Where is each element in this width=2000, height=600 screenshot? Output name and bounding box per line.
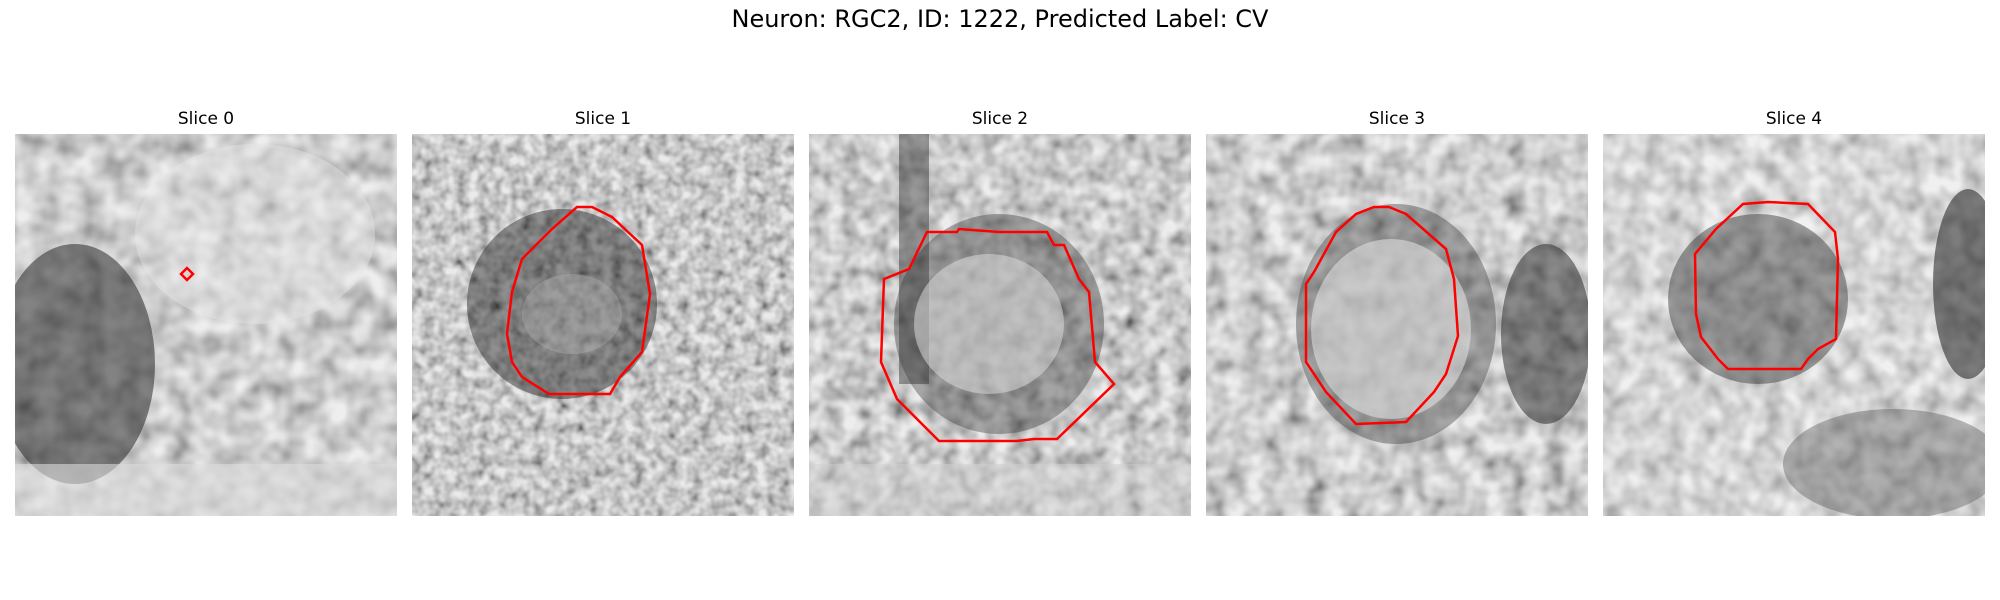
slice-image bbox=[412, 134, 794, 516]
roi-contour bbox=[505, 205, 652, 396]
slice-title: Slice 0 bbox=[177, 109, 235, 129]
slice-title: Slice 2 bbox=[971, 109, 1029, 129]
roi-contour bbox=[1693, 200, 1840, 371]
slice-panel-2: Slice 2 bbox=[809, 105, 1191, 516]
slice-panel-3: Slice 3 bbox=[1206, 105, 1588, 516]
figure-title: Neuron: RGC2, ID: 1222, Predicted Label:… bbox=[731, 5, 1269, 33]
slice-panel-4: Slice 4 bbox=[1603, 105, 1985, 516]
slice-image bbox=[809, 134, 1191, 516]
slice-image bbox=[1206, 134, 1588, 516]
slice-title: Slice 1 bbox=[574, 109, 632, 129]
slice-image bbox=[1603, 134, 1985, 516]
slice-image bbox=[15, 134, 397, 516]
slice-title: Slice 3 bbox=[1368, 109, 1426, 129]
roi-contour bbox=[1304, 205, 1460, 426]
slice-panel-1: Slice 1 bbox=[412, 105, 794, 516]
roi-contour bbox=[879, 227, 1116, 443]
slice-panel-0: Slice 0 bbox=[15, 105, 397, 516]
slice-title: Slice 4 bbox=[1765, 109, 1823, 129]
roi-contour bbox=[179, 266, 195, 282]
